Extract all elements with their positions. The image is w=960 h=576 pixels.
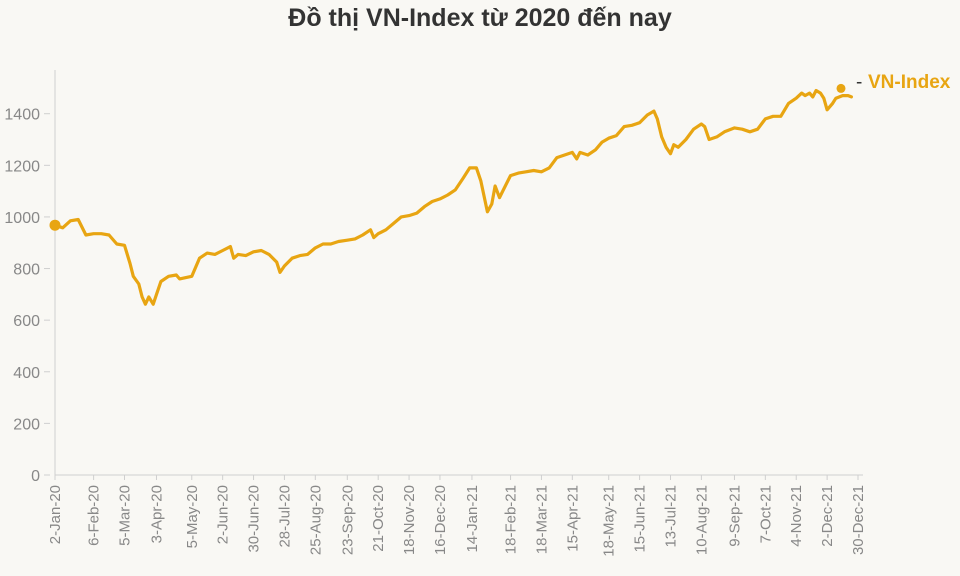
- x-tick-label: 9-Sep-21: [726, 485, 743, 547]
- y-tick-label: 200: [13, 416, 40, 433]
- series-end-marker: [836, 83, 846, 93]
- series-start-marker: [49, 219, 61, 231]
- x-tick-label: 30-Dec-21: [850, 485, 867, 555]
- x-tick-label: 13-Jul-21: [662, 485, 679, 548]
- x-tick-label: 21-Oct-20: [370, 485, 387, 552]
- axes: [54, 70, 863, 476]
- legend-dash: -: [856, 72, 862, 93]
- x-tick-label: 18-Mar-21: [533, 485, 550, 554]
- x-tick-label: 23-Sep-20: [339, 485, 356, 555]
- x-tick-label: 2-Jun-20: [215, 485, 232, 544]
- y-tick-label: 800: [13, 262, 40, 279]
- x-tick-label: 5-Mar-20: [116, 485, 133, 546]
- series-line-vn-index: [53, 88, 853, 306]
- x-tick-label: 2-Jan-20: [47, 485, 64, 544]
- x-tick-label: 16-Dec-20: [432, 485, 449, 555]
- x-tick-label: 5-May-20: [184, 485, 201, 548]
- x-tick-label: 15-Jun-21: [632, 485, 649, 553]
- x-tick-label: 3-Apr-20: [148, 485, 165, 543]
- x-tick-label: 2-Dec-21: [819, 485, 836, 547]
- x-tick-label: 15-Apr-21: [564, 485, 581, 552]
- legend-label-vn-index: VN-Index: [868, 72, 951, 93]
- x-tick-label: 18-May-21: [601, 485, 618, 557]
- x-tick-label: 14-Jan-21: [464, 485, 481, 553]
- x-tick-label: 30-Jun-20: [246, 485, 263, 553]
- chart-title: Đồ thị VN-Index từ 2020 đến nay: [288, 4, 672, 32]
- y-axis-ticks: 0 200 400 600 800 1000 1200 1400: [4, 107, 50, 485]
- x-axis-ticks: 2-Jan-20 6-Feb-20 5-Mar-20 3-Apr-20 5-May-20…: [47, 475, 867, 557]
- y-tick-label: 600: [13, 313, 40, 330]
- x-tick-label: 18-Feb-21: [503, 485, 520, 554]
- y-tick-label: 400: [13, 365, 40, 382]
- x-tick-label: 10-Aug-21: [693, 485, 710, 555]
- y-tick-label: 1000: [4, 210, 40, 227]
- x-tick-label: 28-Jul-20: [276, 485, 293, 548]
- x-tick-label: 7-Oct-21: [757, 485, 774, 543]
- x-tick-label: 18-Nov-20: [401, 485, 418, 555]
- y-tick-label: 0: [31, 468, 40, 485]
- x-tick-label: 6-Feb-20: [86, 485, 103, 546]
- y-tick-label: 1400: [4, 107, 40, 124]
- x-tick-label: 4-Nov-21: [788, 485, 805, 547]
- x-tick-label: 25-Aug-20: [307, 485, 324, 555]
- y-tick-label: 1200: [4, 158, 40, 175]
